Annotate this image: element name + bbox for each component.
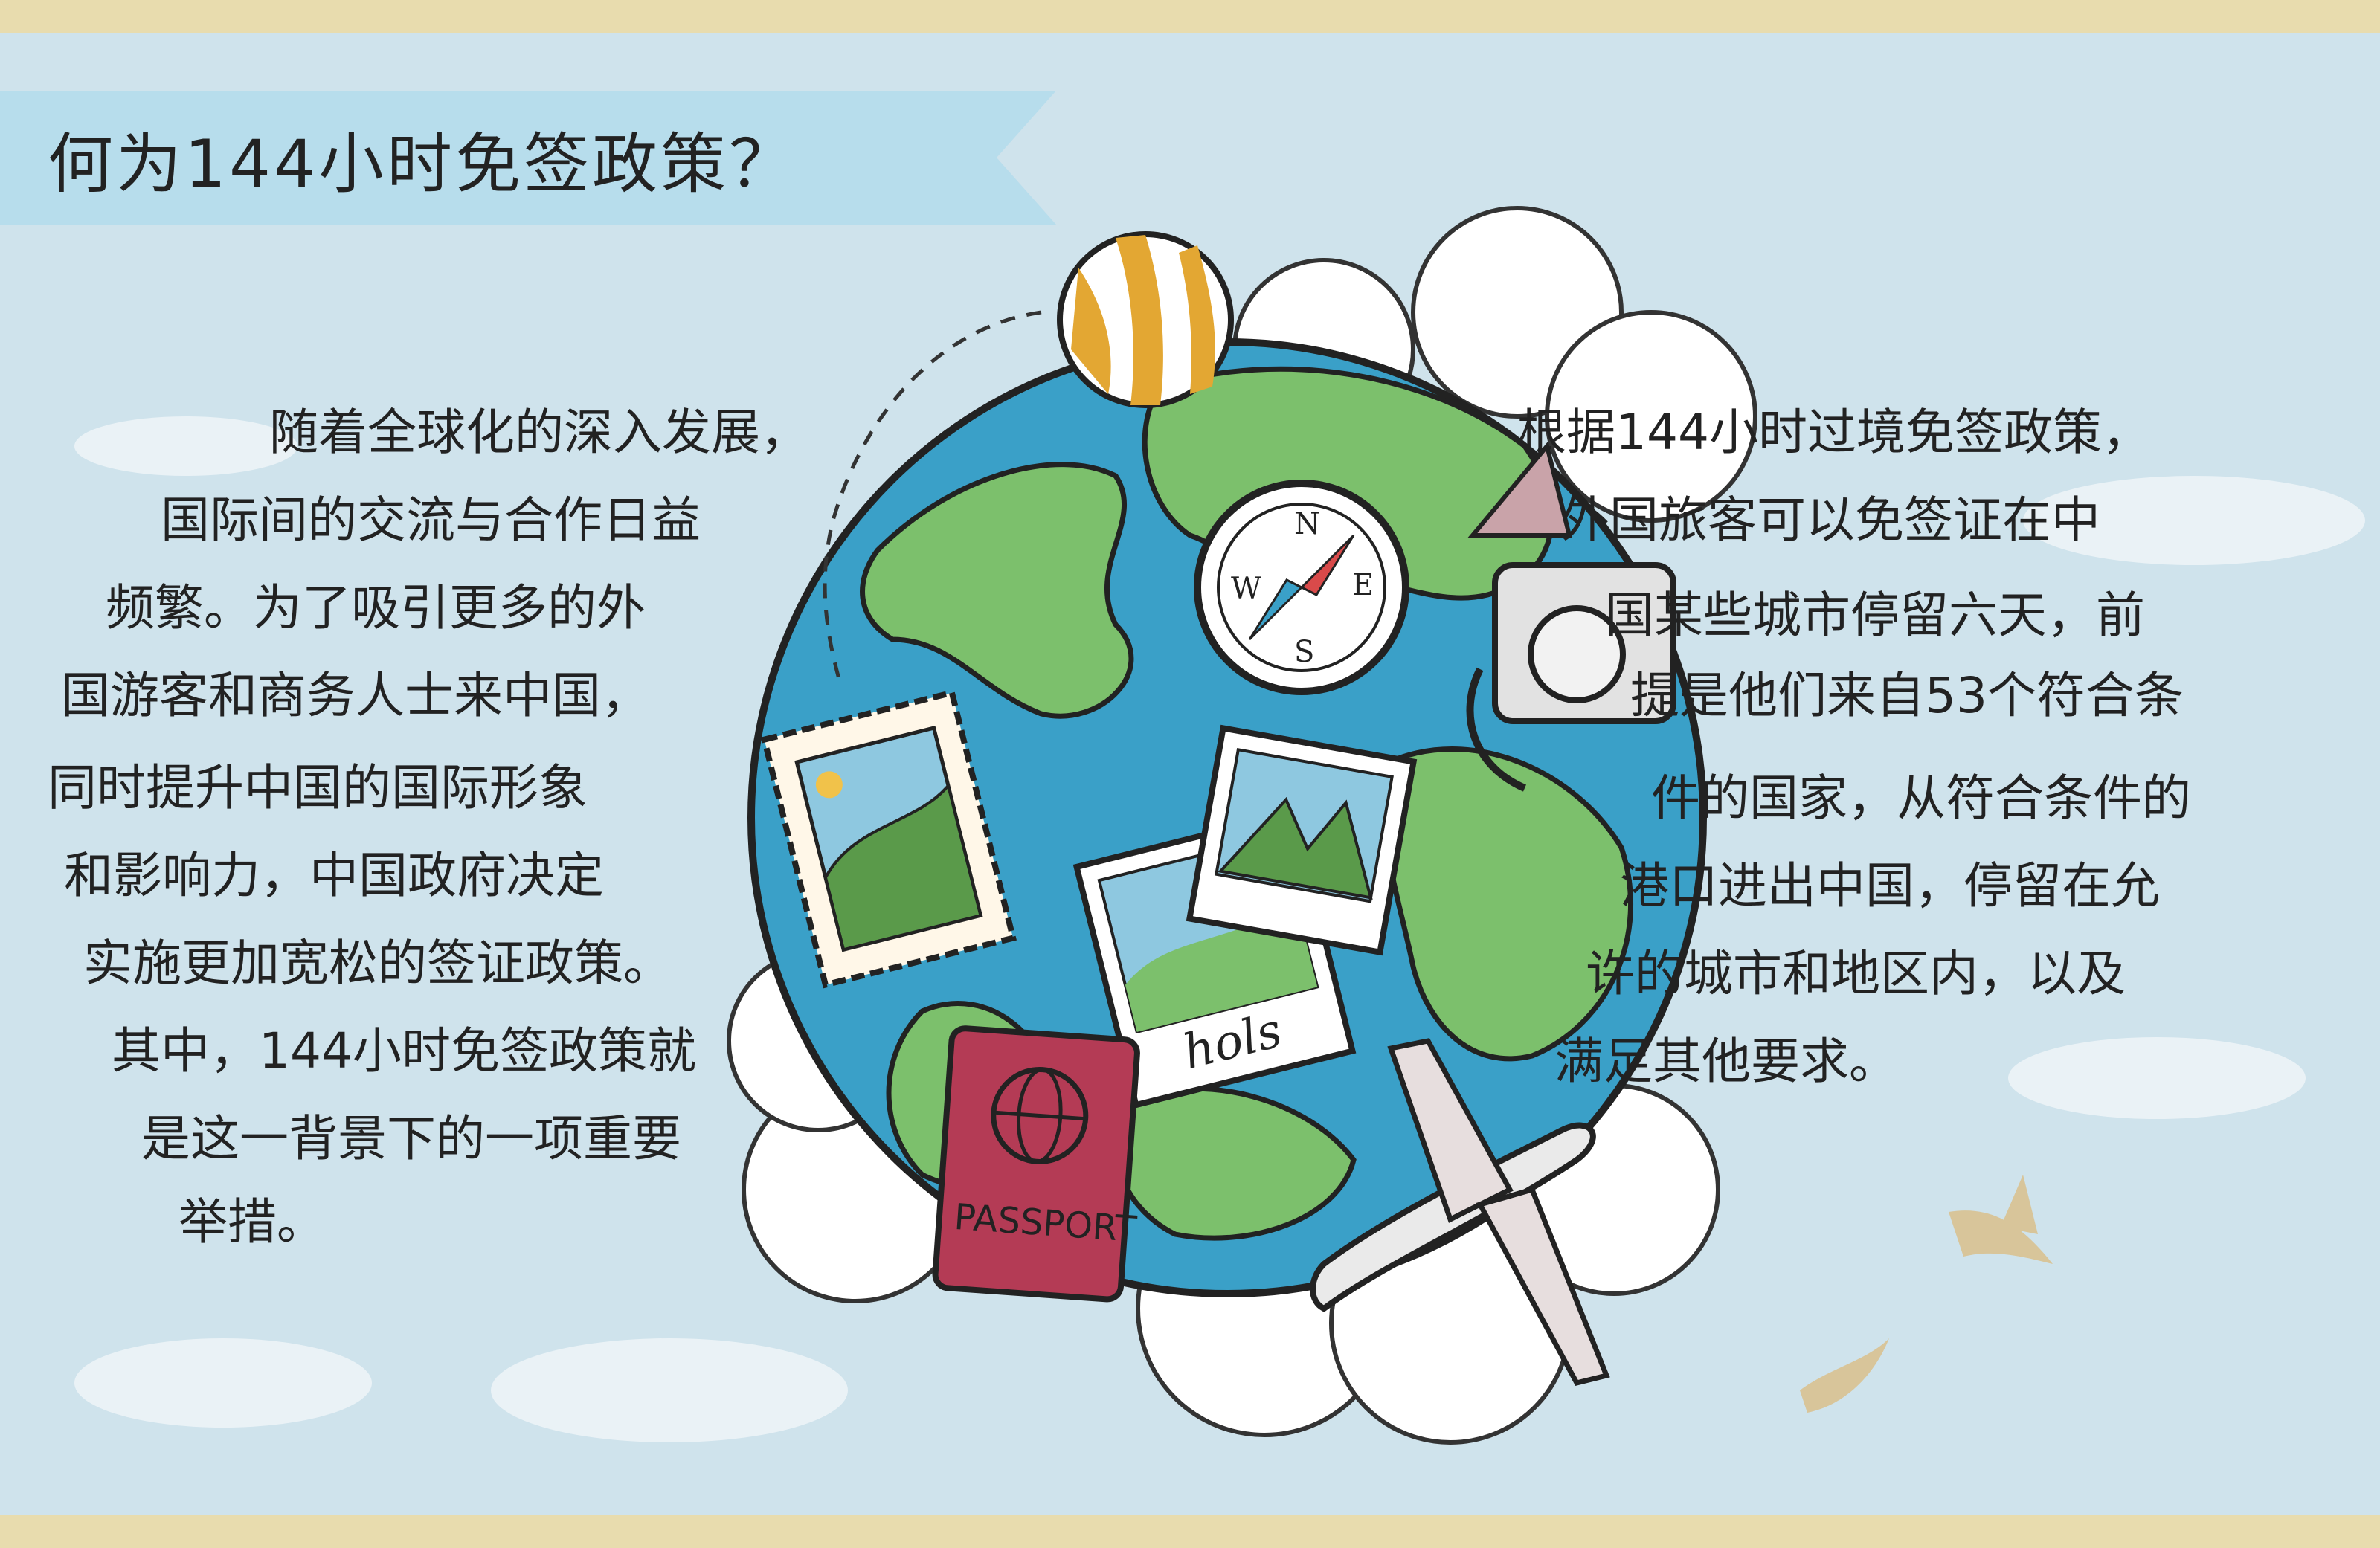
right-line: 外国旅客可以免签证在中	[1560, 491, 2100, 549]
right-line: 提是他们来自53个符合条	[1630, 667, 2184, 724]
left-line: 和影响力，中国政府决定	[64, 847, 604, 904]
left-line: 同时提升中国的国际形象	[48, 759, 588, 816]
bottom-border-band	[0, 1515, 2380, 1548]
compass-n-label: N	[1294, 507, 1320, 541]
photo-mountains-icon	[1186, 724, 1418, 956]
compass-e-label: E	[1352, 568, 1374, 602]
top-border-band	[0, 0, 2380, 33]
left-line: 随着全球化的深入发展，	[269, 404, 809, 461]
left-line: 频繁。为了吸引更多的外	[106, 579, 646, 636]
right-line: 根据144小时过境免签政策，	[1517, 404, 2151, 461]
bird-icons	[1800, 1175, 2053, 1413]
left-line: 是这一背景下的一项重要	[141, 1110, 681, 1167]
flight-path	[823, 310, 1042, 685]
stamp-icon	[760, 688, 1017, 989]
left-line: 国游客和商务人士来中国，	[61, 667, 650, 724]
left-line: 国际间的交流与合作日益	[161, 491, 701, 549]
compass-icon: N E S W	[1194, 480, 1409, 695]
right-line: 许的城市和地区内，以及	[1586, 945, 2126, 1002]
beach-ball-icon	[1057, 231, 1234, 408]
right-line: 件的国家，从符合条件的	[1651, 770, 2191, 827]
passport-icon: PASSPORT	[932, 1025, 1140, 1303]
right-line: 港口进出中国，停留在允	[1620, 857, 2160, 915]
compass-s-label: S	[1294, 635, 1314, 669]
left-line: 实施更加宽松的签证政策。	[83, 935, 672, 992]
background-clouds	[74, 416, 2365, 1442]
left-line: 其中，144小时免签政策就	[112, 1022, 696, 1080]
airplane-icon	[1310, 1038, 1610, 1387]
left-line: 举措。	[178, 1193, 326, 1251]
right-line: 国某些城市停留六天，前	[1605, 587, 2145, 644]
title-ribbon	[0, 91, 1056, 225]
right-line: 满足其他要求。	[1554, 1033, 1898, 1090]
camera-icon	[1466, 441, 1676, 792]
page-title: 何为144小时免签政策？	[48, 126, 797, 202]
compass-w-label: W	[1231, 572, 1261, 606]
